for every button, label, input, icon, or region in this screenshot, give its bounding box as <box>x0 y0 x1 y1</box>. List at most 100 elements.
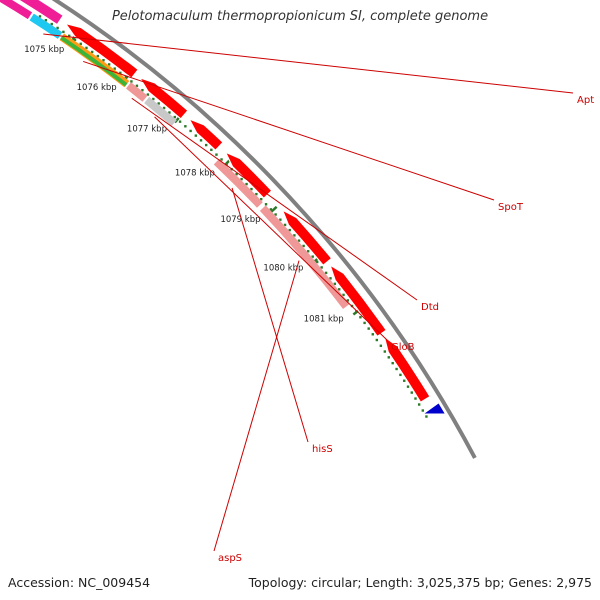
genome-summary-label: Topology: circular; Length: 3,025,375 bp… <box>248 575 592 590</box>
ruler-dot <box>399 373 402 377</box>
ruler-dot <box>264 203 268 206</box>
ruler-dot <box>113 67 116 70</box>
ruler-dot <box>363 321 366 325</box>
ruler-dot <box>297 239 301 242</box>
category-band-asps <box>259 205 350 310</box>
ruler-dot <box>204 143 208 147</box>
ruler-dot <box>215 153 218 156</box>
gene-label-apt: Apt <box>577 95 594 106</box>
ruler-dot <box>210 148 213 152</box>
cds-arrow <box>383 335 431 404</box>
ruler-dot <box>288 228 291 232</box>
kbp-tick-label: 1079 kbp <box>220 215 260 225</box>
ruler-dot <box>406 385 410 388</box>
category-band-hiss <box>213 158 263 208</box>
ruler-dot <box>85 46 88 50</box>
genome-backbone <box>51 0 477 459</box>
ruler-dot <box>421 409 425 412</box>
kbp-tick-label: 1077 kbp <box>127 124 167 134</box>
ruler-dot <box>417 403 421 406</box>
ruler-dot <box>73 38 77 41</box>
ruler-dot <box>107 63 111 66</box>
feature-marker <box>424 403 445 414</box>
cds-arrow <box>281 208 333 267</box>
ruler-dot <box>79 42 82 46</box>
ruler-dot <box>178 120 182 123</box>
ruler-dot <box>342 293 345 297</box>
ruler-dot <box>403 379 406 382</box>
ruler-dot <box>283 223 287 227</box>
gene-callout-line <box>231 187 309 443</box>
tick-layer: 1075 kbp 1076 kbp 1077 kbp 1078 kbp 1079 kbp… <box>24 15 428 418</box>
ruler-dot <box>371 333 374 336</box>
ruler-dot <box>102 59 105 62</box>
kbp-tick-label: 1080 kbp <box>263 264 303 274</box>
ruler-dot <box>395 367 398 371</box>
ruler-dot <box>245 182 248 186</box>
ruler-dot <box>220 158 223 161</box>
ruler-dot <box>152 97 155 101</box>
ruler-dot <box>367 327 370 330</box>
ruler-dot <box>329 277 332 280</box>
ruler-dot <box>235 172 238 176</box>
gene-callout-line <box>213 260 300 552</box>
label-layer: Apt SpoT Dtd GloB hisS aspS <box>43 33 594 564</box>
ruler-dot <box>274 213 277 216</box>
ruler-dot <box>135 84 139 87</box>
ruler-dot <box>425 415 428 418</box>
ruler-dot <box>383 350 387 353</box>
gene-callout-line <box>131 97 418 301</box>
kbp-tick-label: 1078 kbp <box>175 168 215 178</box>
ruler-dot <box>184 125 187 128</box>
ruler-dot <box>260 197 263 201</box>
category-band-dtd <box>126 82 148 102</box>
ruler-dot <box>68 34 71 38</box>
ruler-dot <box>255 192 258 196</box>
cds-arrow <box>328 263 388 338</box>
ruler-dot <box>96 54 100 58</box>
gene-label-glob: GloB <box>391 342 415 353</box>
cds-arrow <box>17 0 65 26</box>
ruler-dot <box>44 19 48 22</box>
ruler-dot <box>119 71 122 75</box>
ruler-dot <box>279 218 282 221</box>
cds-arrow <box>187 117 224 152</box>
category-band <box>0 0 33 20</box>
kbp-tick-label: 1081 kbp <box>304 315 344 325</box>
ruler-dot <box>269 208 273 211</box>
accession-label: Accession: NC_009454 <box>8 575 151 590</box>
category-band-glob <box>144 96 177 127</box>
ruler-dot <box>141 88 144 92</box>
kbp-tick-label: 1075 kbp <box>24 45 64 55</box>
track-layer <box>0 0 477 459</box>
ruler-dot <box>56 26 59 30</box>
ruler-dot <box>320 266 323 269</box>
ruler-dot <box>315 260 319 264</box>
ruler-dot <box>391 361 394 365</box>
gene-callout-line <box>43 33 574 94</box>
ruler-dot <box>130 80 133 83</box>
ruler-dot <box>414 397 417 400</box>
ruler-dot <box>157 102 160 105</box>
ruler-dot <box>250 187 253 191</box>
ruler-dot <box>359 316 362 319</box>
gene-label-hiss: hisS <box>312 444 333 455</box>
ruler-dot <box>62 30 65 34</box>
ruler-dot <box>146 93 150 96</box>
cds-arrow <box>64 22 140 80</box>
ruler-dot <box>302 244 305 248</box>
ruler-dot <box>189 129 192 133</box>
kbp-tick-label: 1076 kbp <box>77 83 117 93</box>
ruler-dot <box>240 177 243 181</box>
ruler-dot <box>199 139 203 142</box>
ruler-dot <box>379 344 383 347</box>
ruler-dot <box>387 356 390 359</box>
ruler-dot <box>162 106 166 110</box>
gene-callout-line <box>154 116 388 341</box>
ruler-dot <box>324 271 328 275</box>
gene-label-asps: aspS <box>218 553 242 564</box>
ruler-dot <box>333 282 337 286</box>
category-band-green <box>60 35 128 87</box>
